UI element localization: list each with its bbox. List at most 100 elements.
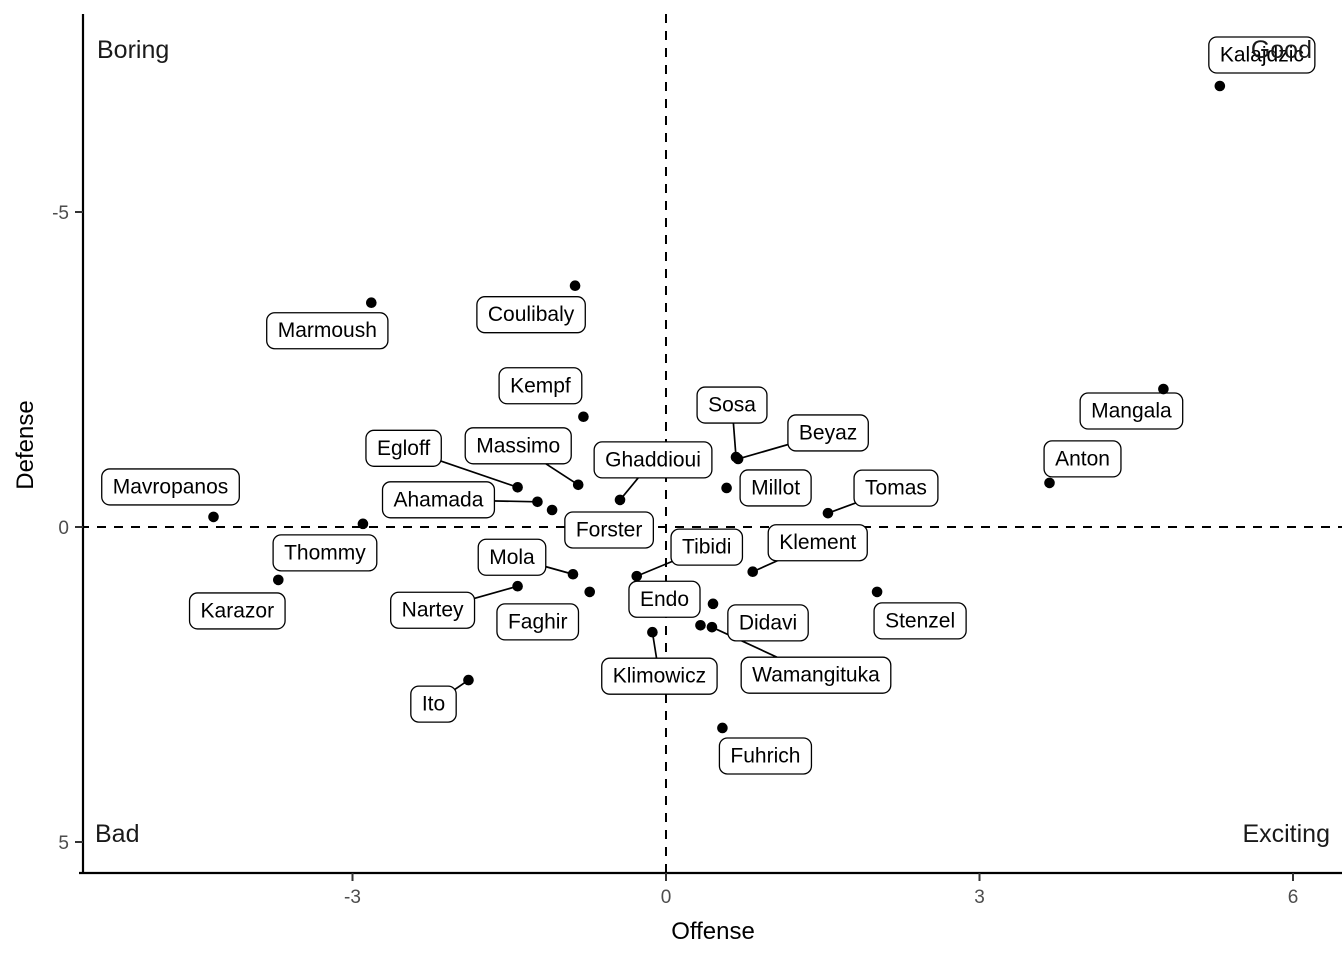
label-box-kalajdzic xyxy=(1208,36,1316,74)
label-box-mavropanos xyxy=(101,468,240,506)
label-text-didavi: Didavi xyxy=(739,611,797,634)
label-text-massimo: Massimo xyxy=(476,434,560,457)
label-text-mavropanos: Mavropanos xyxy=(113,475,229,498)
label-text-marmoush: Marmoush xyxy=(278,319,377,342)
label-box-didavi xyxy=(727,604,809,642)
x-tick-label-0: -3 xyxy=(344,887,361,908)
label-text-klement: Klement xyxy=(779,531,856,554)
label-text-nartey: Nartey xyxy=(402,599,464,622)
label-text-wamangituka: Wamangituka xyxy=(752,664,880,687)
label-box-sosa xyxy=(696,386,768,424)
label-text-endo: Endo xyxy=(640,588,689,611)
label-box-stenzel xyxy=(873,602,967,640)
point-mola xyxy=(567,568,579,580)
label-box-thommy xyxy=(272,534,378,572)
x-tick-label-1: 0 xyxy=(661,887,672,908)
label-box-wamangituka xyxy=(740,656,892,694)
point-millot xyxy=(721,482,732,494)
point-anton xyxy=(1044,477,1055,489)
quadrant-label-boring: Boring xyxy=(97,36,170,64)
point-mangala xyxy=(1158,383,1169,395)
label-box-anton xyxy=(1043,440,1122,478)
label-box-klement xyxy=(767,524,868,562)
label-text-kalajdzic: Kalajdzic xyxy=(1220,44,1304,67)
label-text-thommy: Thommy xyxy=(284,541,366,564)
x-tick-label-3: 6 xyxy=(1288,887,1299,908)
label-text-millot: Millot xyxy=(751,476,800,499)
label-text-tomas: Tomas xyxy=(865,477,927,500)
label-text-kempf: Kempf xyxy=(510,374,571,397)
label-text-anton: Anton xyxy=(1055,447,1110,470)
point-faghir xyxy=(584,586,596,598)
label-box-endo xyxy=(628,580,701,618)
point-thommy xyxy=(357,518,369,530)
y-tick-label-2: 5 xyxy=(58,833,69,854)
label-box-egloff xyxy=(365,429,442,467)
label-box-mola xyxy=(477,538,547,576)
label-box-massimo xyxy=(464,427,572,465)
quadrant-label-good: Good xyxy=(1250,36,1312,64)
label-box-nartey xyxy=(390,591,476,629)
label-box-mangala xyxy=(1079,392,1184,430)
label-box-klimowicz xyxy=(601,657,718,695)
label-boxes-layer xyxy=(101,36,1316,775)
label-text-karazor: Karazor xyxy=(201,599,275,622)
label-text-tibidi: Tibidi xyxy=(682,536,731,559)
point-mavropanos xyxy=(208,511,219,523)
label-box-kempf xyxy=(498,367,583,405)
label-text-sosa: Sosa xyxy=(708,394,756,417)
point-nartey xyxy=(512,580,523,592)
y-tick-label-0: -5 xyxy=(52,203,69,224)
label-text-klimowicz: Klimowicz xyxy=(613,665,706,688)
point-karazor xyxy=(273,574,284,586)
label-text-coulibaly: Coulibaly xyxy=(488,303,575,326)
quadrant-label-exciting: Exciting xyxy=(1242,820,1330,848)
label-box-millot xyxy=(739,469,812,507)
label-text-mola: Mola xyxy=(489,546,535,569)
point-didavi xyxy=(707,598,719,610)
point-kalajdzic xyxy=(1214,80,1226,92)
point-forster xyxy=(546,504,558,516)
point-ito xyxy=(463,674,474,686)
label-text-stenzel: Stenzel xyxy=(885,609,955,632)
point-egloff xyxy=(512,482,523,493)
x-axis-title: Offense xyxy=(671,918,755,945)
label-text-forster: Forster xyxy=(576,518,643,541)
point-tomas xyxy=(822,507,834,519)
point-wamangituka xyxy=(706,621,718,633)
label-text-egloff: Egloff xyxy=(377,437,430,460)
label-text-beyaz: Beyaz xyxy=(799,421,857,444)
label-box-beyaz xyxy=(787,414,869,452)
point-ghaddioui xyxy=(614,494,626,506)
label-box-karazor xyxy=(188,592,286,630)
x-tick-label-2: 3 xyxy=(974,887,985,908)
point-fuhrich xyxy=(717,722,728,734)
label-box-coulibaly xyxy=(476,296,586,334)
point-endo xyxy=(695,619,706,631)
label-text-mangala: Mangala xyxy=(1091,400,1172,423)
y-tick-label-1: 0 xyxy=(58,518,69,539)
point-ahamada xyxy=(532,496,543,508)
point-tibidi xyxy=(631,570,643,582)
label-text-fuhrich: Fuhrich xyxy=(730,744,800,767)
label-box-ahamada xyxy=(381,481,496,519)
label-box-tomas xyxy=(853,469,939,507)
label-box-ito xyxy=(410,685,457,723)
point-marmoush xyxy=(366,297,377,309)
quadrant-label-bad: Bad xyxy=(95,820,140,848)
label-box-ghaddioui xyxy=(593,441,713,479)
point-stenzel xyxy=(871,586,883,598)
point-klement xyxy=(747,566,759,578)
point-klimowicz xyxy=(647,626,658,638)
point-coulibaly xyxy=(569,280,581,292)
label-box-marmoush xyxy=(266,312,389,350)
point-kempf xyxy=(578,411,589,423)
y-axis-title: Defense xyxy=(12,400,39,490)
label-texts-layer: Kalajdzic Marmoush Coulibaly Kempf Egloff Mas… xyxy=(113,44,1304,768)
label-text-ahamada: Ahamada xyxy=(394,488,484,511)
label-text-ghaddioui: Ghaddioui xyxy=(605,448,701,471)
point-massimo xyxy=(572,479,584,491)
label-box-faghir xyxy=(496,603,580,641)
